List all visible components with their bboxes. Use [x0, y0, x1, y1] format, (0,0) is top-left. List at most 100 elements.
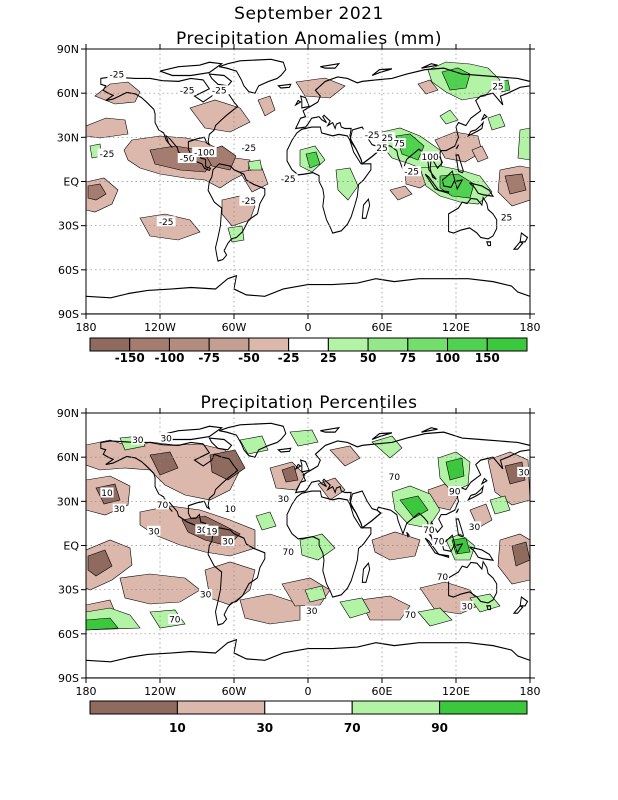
y-tick-label: 30N: [57, 131, 79, 144]
colorbar-swatch: [248, 337, 290, 352]
colorbar-label: 10: [169, 721, 186, 735]
contour-label-bg: [403, 609, 417, 620]
contour-label: 70: [169, 616, 181, 626]
contour-label: 30: [160, 435, 172, 445]
contour-label: 90: [449, 488, 461, 498]
colorbar-label: -150: [115, 351, 145, 365]
y-tick-label: 90N: [57, 407, 79, 420]
contour-label: 19: [206, 527, 218, 537]
y-tick-label: 60S: [58, 264, 79, 277]
contour-label: 70: [283, 548, 295, 558]
contour-label-bg: [448, 486, 462, 497]
contour-label: 30: [132, 436, 144, 446]
contour-label-bg: [420, 151, 440, 162]
contour-label: -25: [378, 134, 393, 144]
contour-label-bg: [199, 589, 213, 600]
contour-label-bg: [209, 85, 229, 96]
colorbar-swatch: [129, 337, 170, 352]
contour-label-bg: [131, 434, 145, 445]
y-tick-label: 90N: [57, 43, 79, 56]
colorbar-swatch: [176, 700, 266, 715]
anomaly-axis-ticks: 180 120W 60W 0 60E 120E 180 90N 60N 30N EQ 30S 60S 90…: [57, 43, 541, 334]
contour-label-bg: [491, 80, 505, 91]
contour-label: -25: [241, 144, 256, 154]
contour-label: 10: [101, 489, 113, 499]
anomaly-map-very-wet-regions: [305, 67, 511, 199]
contour-label: 70: [389, 473, 401, 483]
contour-label-bg: [223, 503, 237, 514]
contour-label: 30: [114, 505, 126, 515]
contour-label: -25: [281, 175, 296, 185]
contour-label-bg: [177, 152, 197, 163]
colorbar-swatch: [168, 337, 210, 352]
contour-label-bg: [281, 546, 295, 557]
percentile-axis-ticks: 180 120W 60W 0 60E 120E 180 90N 60N 30N EQ 30S 60S 90…: [57, 407, 541, 698]
y-tick-label: 30S: [58, 584, 79, 597]
colorbar-label: -50: [238, 351, 260, 365]
anomaly-colorbar: -150 -100 -75 -50 -25 25 50 75 100 150: [89, 337, 528, 365]
percentile-colorbar: 10 30 70 90: [89, 700, 528, 735]
contour-label: 30: [306, 607, 318, 617]
contour-label-bg: [239, 142, 259, 153]
x-tick-label: 180: [520, 685, 541, 698]
colorbar-label: 90: [431, 721, 448, 735]
anomaly-map-title: Precipitation Anomalies (mm): [176, 29, 442, 49]
contour-label-bg: [147, 525, 161, 536]
contour-label-bg: [362, 129, 382, 140]
colorbar-swatch: [264, 700, 353, 715]
y-tick-label: 30N: [57, 495, 79, 508]
contour-label-bg: [276, 493, 290, 504]
x-tick-label: 60W: [222, 321, 247, 334]
colorbar-label: 75: [399, 351, 416, 365]
x-tick-label: 120E: [442, 685, 470, 698]
contour-label: -25: [109, 71, 124, 81]
colorbar-swatch: [439, 700, 528, 715]
contour-label-bg: [112, 503, 126, 514]
colorbar-label: -100: [154, 351, 184, 365]
contour-label-bg: [499, 211, 514, 222]
y-tick-label: 60S: [58, 628, 79, 641]
contour-label: 70: [423, 526, 435, 536]
contour-label-bg: [422, 524, 436, 535]
y-tick-label: 90S: [58, 672, 79, 685]
contour-label-bg: [168, 614, 182, 625]
colorbar-swatch: [288, 337, 329, 352]
x-tick-label: 0: [305, 321, 312, 334]
contour-label: -100: [194, 149, 215, 159]
colorbar-swatch: [486, 337, 528, 352]
contour-label: 10: [225, 505, 237, 515]
contour-label: 70: [433, 538, 445, 548]
contour-label-bg: [387, 471, 401, 482]
contour-label: 70: [437, 573, 449, 583]
contour-label: -25: [404, 168, 419, 178]
colorbar-swatch: [407, 337, 449, 352]
contour-label-bg: [432, 536, 446, 547]
contour-label: 30: [196, 526, 208, 536]
contour-label-bg: [305, 605, 319, 616]
colorbar-label: 100: [435, 351, 460, 365]
figure-title: September 2021: [234, 4, 384, 24]
contour-label: 30: [200, 591, 212, 601]
contour-label: -50: [180, 154, 195, 164]
x-tick-label: 180: [76, 685, 97, 698]
colorbar-label: -25: [278, 351, 300, 365]
contour-label: -25: [241, 197, 256, 207]
percentile-map-title: Precipitation Percentiles: [200, 393, 418, 413]
colorbar-label: -75: [198, 351, 220, 365]
contour-label: 30: [278, 495, 290, 505]
x-tick-label: 60E: [372, 321, 393, 334]
x-tick-label: 60W: [222, 685, 247, 698]
contour-label-bg: [460, 600, 474, 611]
contour-label: 30: [469, 523, 481, 533]
colorbar-swatch: [327, 337, 369, 352]
y-tick-label: 60N: [57, 87, 79, 100]
contour-label-bg: [205, 525, 219, 536]
contour-label-bg: [221, 536, 235, 547]
contour-label: -25: [100, 150, 115, 160]
contour-label: -25: [212, 87, 227, 97]
x-tick-label: 0: [305, 685, 312, 698]
colorbar-swatch: [447, 337, 488, 352]
percentile-map-shading: [86, 429, 530, 631]
